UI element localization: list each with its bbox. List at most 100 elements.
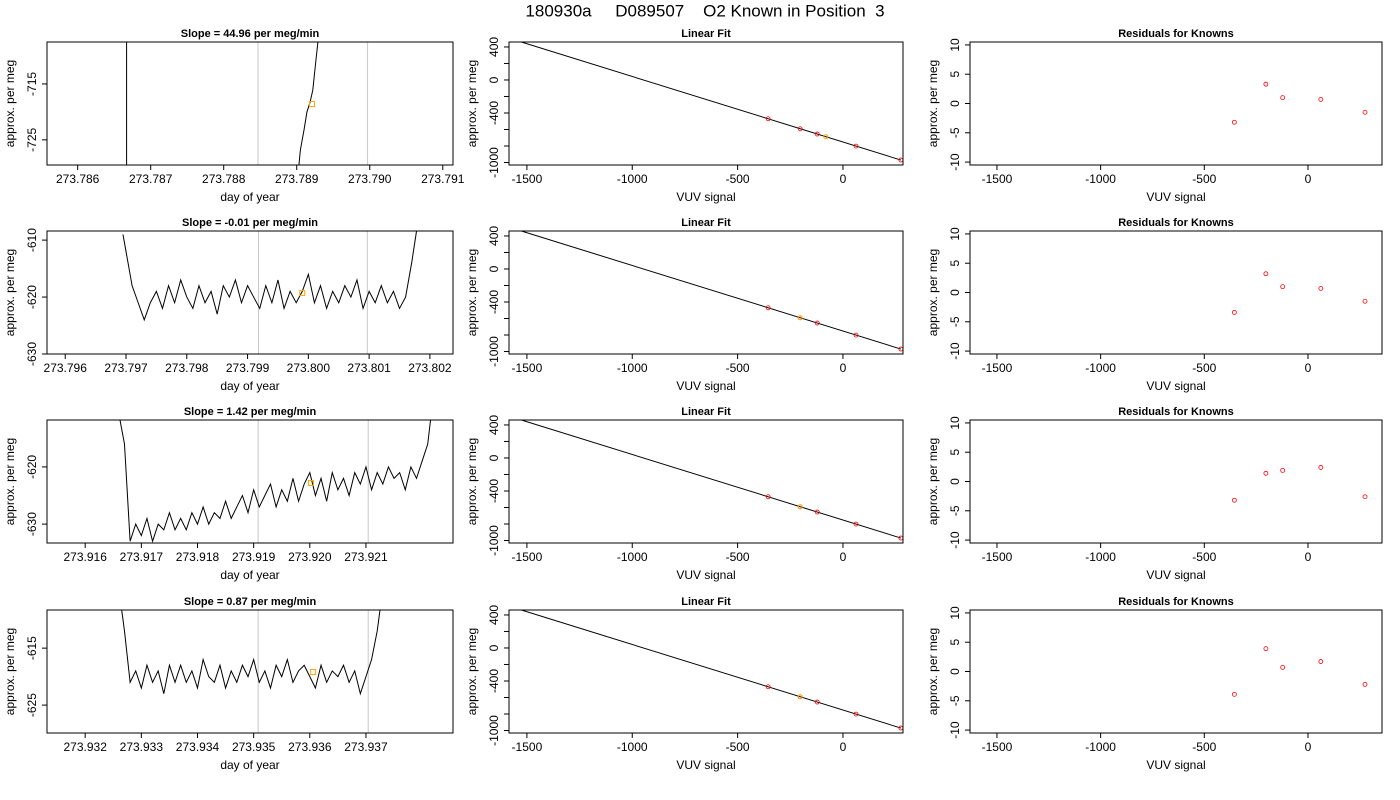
x-axis-label: VUV signal xyxy=(676,758,735,772)
trace-line xyxy=(122,231,418,322)
y-tick-label: 0 xyxy=(487,644,501,651)
panel: Linear Fit VUV signal approx. per meg -1500… xyxy=(465,596,904,772)
panel-title: Linear Fit xyxy=(681,217,731,229)
x-tick-label: -1000 xyxy=(617,740,648,754)
highlight-point xyxy=(307,479,314,486)
y-axis-label: approx. per meg xyxy=(465,249,479,336)
x-tick-label: -1500 xyxy=(512,361,543,375)
x-tick-label: 273.936 xyxy=(288,740,332,754)
x-tick-label: -1500 xyxy=(982,550,1013,564)
x-tick-label: 273.788 xyxy=(202,172,246,186)
x-tick-label: 273.933 xyxy=(120,740,164,754)
x-tick-label: -1500 xyxy=(982,172,1013,186)
x-tick-label: -1000 xyxy=(1085,740,1116,754)
y-axis-label: approx. per meg xyxy=(3,628,17,715)
x-tick-label: 273.786 xyxy=(56,172,100,186)
y-tick-label: -715 xyxy=(25,72,39,96)
point xyxy=(853,143,859,149)
x-axis-label: VUV signal xyxy=(1146,190,1205,204)
point xyxy=(1263,81,1269,87)
plot-frame xyxy=(969,419,1383,544)
y-tick-label: -400 xyxy=(487,479,501,503)
y-axis-label: approx. per meg xyxy=(926,60,940,147)
point xyxy=(853,332,859,338)
y-tick-label: -10 xyxy=(948,531,962,549)
plot-area xyxy=(1231,646,1368,697)
x-tick-label: 273.920 xyxy=(288,550,332,564)
plot-frame xyxy=(969,609,1383,734)
fit-line xyxy=(520,420,902,539)
x-axis-label: day of year xyxy=(220,568,279,582)
point xyxy=(1318,659,1324,664)
y-tick-label: -400 xyxy=(487,290,501,314)
highlight-point xyxy=(797,694,803,700)
y-axis-label: approx. per meg xyxy=(926,628,940,715)
y-tick-label: -630 xyxy=(25,342,39,366)
y-tick-label: 5 xyxy=(948,260,962,267)
x-axis-label: VUV signal xyxy=(1146,758,1205,772)
x-tick-label: 273.796 xyxy=(44,361,88,375)
highlight-point xyxy=(299,290,306,297)
panel: Slope = 1.42 per meg/min day of year appro… xyxy=(3,406,454,582)
y-tick-label: 0 xyxy=(487,265,501,272)
y-tick-label: -10 xyxy=(948,342,962,360)
y-tick-label: -5 xyxy=(948,127,962,138)
x-tick-label: -1000 xyxy=(1085,172,1116,186)
point xyxy=(853,711,859,717)
x-tick-label: -1000 xyxy=(617,172,648,186)
point xyxy=(1263,646,1269,652)
panel: Slope = -0.01 per meg/min day of year appr… xyxy=(3,217,454,393)
x-tick-label: 0 xyxy=(1305,361,1312,375)
point xyxy=(765,494,771,500)
y-tick-label: -625 xyxy=(25,693,39,717)
y-tick-label: 10 xyxy=(948,38,962,52)
point xyxy=(1362,681,1368,687)
highlight-point xyxy=(797,315,803,321)
highlight-point xyxy=(310,669,317,676)
y-tick-label: -610 xyxy=(25,228,39,252)
y-tick-label: -400 xyxy=(487,101,501,125)
plot-area xyxy=(1231,81,1368,125)
x-tick-label: -1500 xyxy=(512,740,543,754)
point xyxy=(1231,691,1237,697)
plot-area xyxy=(520,42,903,163)
x-tick-label: -500 xyxy=(726,172,750,186)
highlight-point xyxy=(797,504,803,510)
y-tick-label: 10 xyxy=(948,606,962,620)
highlight-point xyxy=(823,134,829,140)
x-axis-label: VUV signal xyxy=(1146,568,1205,582)
x-tick-label: 273.787 xyxy=(129,172,173,186)
x-tick-label: -1500 xyxy=(512,550,543,564)
y-tick-label: 400 xyxy=(487,415,501,435)
y-axis-label: approx. per meg xyxy=(3,249,17,336)
point xyxy=(1280,665,1286,670)
point xyxy=(814,131,820,137)
plot-frame xyxy=(46,230,454,355)
plot-frame xyxy=(508,419,904,544)
x-tick-label: 0 xyxy=(840,550,847,564)
x-tick-label: 0 xyxy=(840,361,847,375)
plot-area xyxy=(119,420,432,543)
y-axis-label: approx. per meg xyxy=(3,438,17,525)
point xyxy=(1263,271,1269,277)
x-tick-label: -1500 xyxy=(982,740,1013,754)
panel-title: Linear Fit xyxy=(681,28,731,40)
y-tick-label: 5 xyxy=(948,71,962,78)
plot-frame xyxy=(46,419,454,544)
plot-frame xyxy=(508,609,904,734)
point xyxy=(765,305,771,311)
panel: Residuals for Knowns VUV signal approx. pe… xyxy=(926,28,1383,204)
y-tick-label: -620 xyxy=(25,455,39,479)
y-tick-label: 0 xyxy=(948,668,962,675)
x-tick-label: 273.790 xyxy=(348,172,392,186)
point xyxy=(1231,119,1237,125)
x-tick-label: 273.916 xyxy=(63,550,107,564)
y-tick-label: -630 xyxy=(25,512,39,536)
panel-title: Slope = 44.96 per meg/min xyxy=(181,28,320,40)
point xyxy=(853,521,859,527)
x-tick-label: -1500 xyxy=(512,172,543,186)
y-tick-label: -10 xyxy=(948,721,962,739)
point xyxy=(1280,284,1286,290)
y-tick-label: -1000 xyxy=(487,715,501,746)
y-tick-label: -400 xyxy=(487,669,501,693)
